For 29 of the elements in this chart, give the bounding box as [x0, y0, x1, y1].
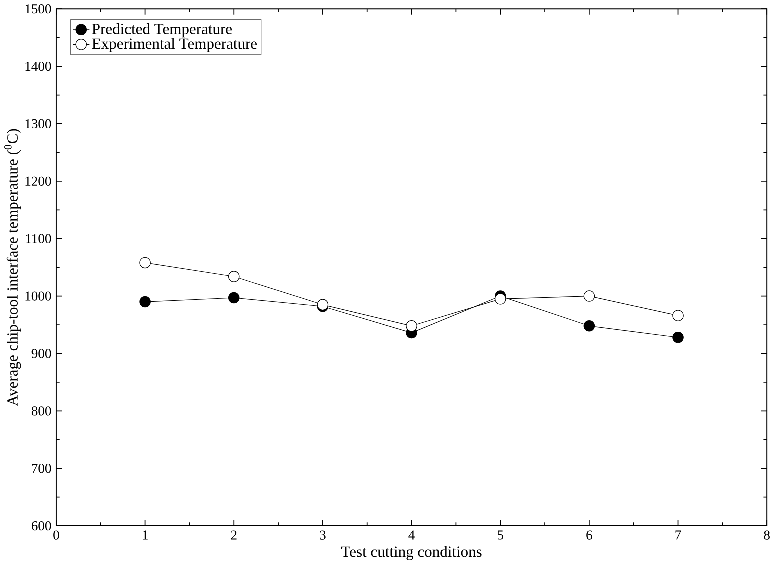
point [672, 332, 684, 344]
y-tick-label: 1000 [26, 292, 52, 301]
y-tick-label: 700 [32, 464, 52, 474]
y-tick-label: 1100 [26, 234, 52, 244]
x-tick-label: 3 [320, 530, 326, 540]
point [228, 292, 240, 304]
legend-label: Predicted Temperature [92, 24, 232, 38]
x-tick-label: 4 [408, 530, 415, 540]
y-tick-label: 1500 [26, 4, 52, 14]
y-tick-label: 900 [32, 349, 52, 358]
x-tick-label: 0 [54, 530, 60, 540]
x-tick-label: 7 [676, 530, 682, 540]
y-tick-label: 1200 [26, 176, 52, 186]
point [584, 320, 596, 332]
point [494, 294, 506, 305]
x-tick-label: 1 [143, 530, 148, 540]
x-tick-label: 5 [498, 530, 504, 540]
y-tick-label: 600 [32, 522, 52, 531]
x-tick-label: 8 [764, 530, 770, 540]
point [406, 320, 418, 332]
y-tick-label: 1400 [26, 62, 52, 72]
x-tick-label: 6 [586, 530, 592, 540]
point [140, 296, 151, 308]
y-axis-title: Average chip-tool interface temperature ($^{0}$C) [4, 129, 22, 406]
x-tick-label: 2 [231, 530, 237, 540]
y-tick-label: 1300 [26, 119, 52, 129]
x-axis-title: Test cutting conditions [342, 546, 482, 560]
legend-label: Experimental Temperature [92, 38, 257, 52]
y-tick-label: 800 [32, 406, 52, 416]
